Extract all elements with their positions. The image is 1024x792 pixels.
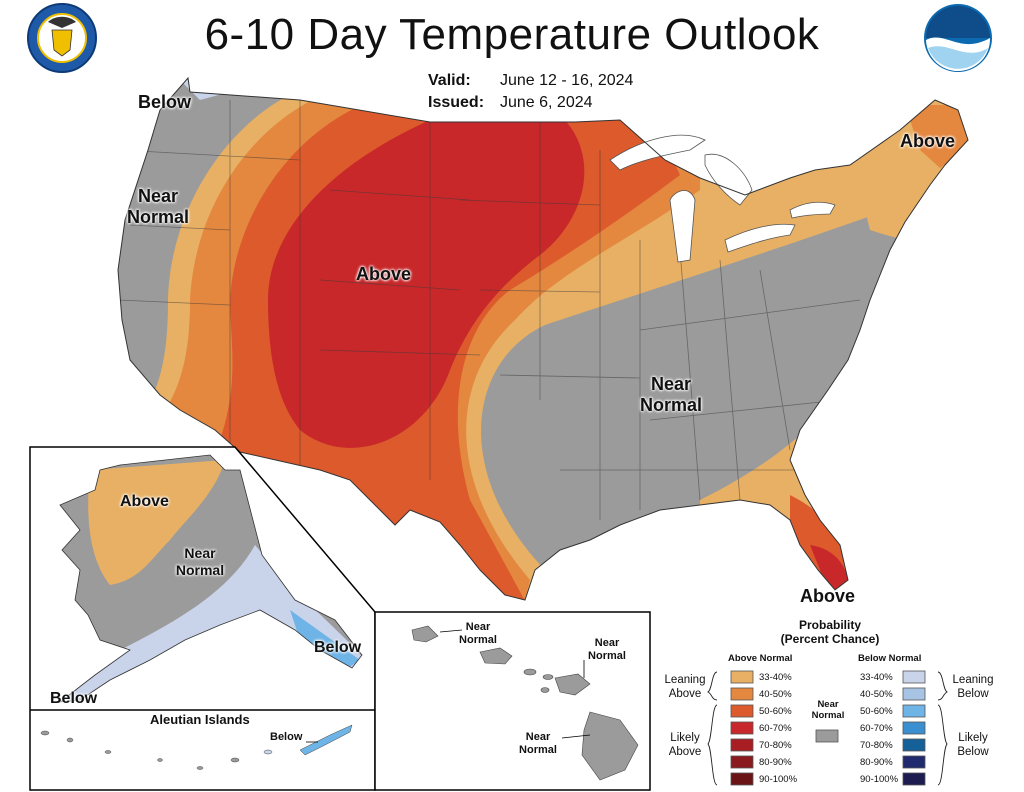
legend-below: Below — [957, 688, 989, 700]
ak-label-near-normal: Near Normal — [168, 545, 232, 579]
issued-date: June 6, 2024 — [500, 94, 593, 111]
legend-title: Probability (Percent Chance) — [760, 618, 900, 646]
legend-leaning-above: Leaning Above — [660, 673, 710, 701]
label-above-center: Above — [356, 264, 412, 284]
legend-likely: Likely — [958, 732, 988, 744]
doc-seal-logo — [27, 3, 97, 73]
legend-below-head: Below Normal — [858, 653, 922, 664]
label-above-ne: Above — [900, 131, 956, 151]
noaa-logo — [924, 4, 992, 72]
ak-label-below-sw: Below — [50, 690, 98, 707]
legend-below-row-label: 70-80% — [860, 740, 893, 751]
legend-near: Near — [817, 699, 839, 710]
legend-swatches — [730, 670, 926, 786]
legend-above-row-label: 60-70% — [759, 723, 792, 734]
issued-label: Issued: — [428, 94, 485, 111]
valid-label: Valid: — [428, 72, 471, 89]
legend-above-row-label: 50-60% — [759, 706, 792, 717]
hi-label-1: Near Normal — [458, 621, 498, 647]
legend-above: Above — [668, 746, 702, 758]
legend-below-row-label: 80-90% — [860, 757, 893, 768]
legend-above: Above — [668, 688, 702, 700]
legend-near-normal: Near Normal — [808, 699, 848, 721]
label-normal: Normal — [588, 650, 626, 662]
state-borders — [118, 100, 861, 520]
label-near: Near — [465, 621, 491, 633]
legend-leaning-below: Leaning Below — [948, 673, 998, 701]
aleutian-islands — [40, 724, 353, 770]
legend-normal: Normal — [811, 710, 845, 721]
aleutian-title: Aleutian Islands — [150, 712, 250, 727]
label-normal: Normal — [175, 562, 225, 578]
legend-title-line1: Probability — [798, 618, 861, 632]
hi-label-2: Near Normal — [587, 637, 627, 663]
legend-below: Below — [957, 746, 989, 758]
above-ne-40 — [905, 105, 968, 168]
legend-likely-above: Likely Above — [660, 731, 710, 759]
legend-above-row-label: 70-80% — [759, 740, 792, 751]
label-near-normal-west: Near Normal — [118, 186, 198, 228]
legend-below-row-label: 50-60% — [860, 706, 893, 717]
legend-above-row-label: 40-50% — [759, 689, 792, 700]
hi-label-3: Near Normal — [518, 731, 558, 757]
great-lakes — [609, 134, 836, 263]
ak-label-below-se: Below — [314, 639, 362, 656]
label-near-normal-east: Near Normal — [628, 374, 714, 416]
legend-below-row-label: 90-100% — [860, 774, 899, 785]
legend-leaning: Leaning — [952, 674, 994, 686]
legend-likely: Likely — [670, 732, 700, 744]
label-below-nw: Below — [138, 92, 192, 112]
legend-title-line2: (Percent Chance) — [780, 632, 880, 646]
label-near: Near — [650, 374, 692, 394]
label-normal: Normal — [459, 634, 497, 646]
label-above-fl: Above — [800, 586, 856, 606]
label-near: Near — [184, 545, 216, 561]
hawaii-map — [411, 625, 639, 781]
page-title: 6-10 Day Temperature Outlook — [204, 10, 820, 59]
label-near: Near — [594, 637, 620, 649]
label-normal: Normal — [639, 395, 702, 415]
legend-likely-below: Likely Below — [948, 731, 998, 759]
label-near: Near — [525, 731, 551, 743]
ak-below-50-band — [290, 610, 360, 670]
legend-below-row-label: 33-40% — [860, 672, 893, 683]
legend-above-row-label: 90-100% — [759, 774, 798, 785]
conus-outline — [117, 76, 969, 601]
aleutian-label-below: Below — [270, 731, 303, 743]
legend-leaning: Leaning — [664, 674, 706, 686]
label-normal: Normal — [126, 207, 189, 227]
legend-below-row-label: 40-50% — [860, 689, 893, 700]
valid-date: June 12 - 16, 2024 — [500, 72, 634, 89]
validity-info: Valid: June 12 - 16, 2024 Issued: June 6, … — [428, 70, 633, 114]
legend-above-head: Above Normal — [728, 653, 793, 664]
legend-above-row-label: 80-90% — [759, 757, 792, 768]
label-near: Near — [137, 186, 179, 206]
above-fl-60 — [810, 545, 850, 595]
label-normal: Normal — [519, 744, 557, 756]
legend-braces — [706, 671, 949, 786]
ak-label-above: Above — [120, 493, 169, 510]
legend-below-row-label: 60-70% — [860, 723, 893, 734]
ak-above-band — [88, 460, 226, 585]
legend-above-row-label: 33-40% — [759, 672, 792, 683]
